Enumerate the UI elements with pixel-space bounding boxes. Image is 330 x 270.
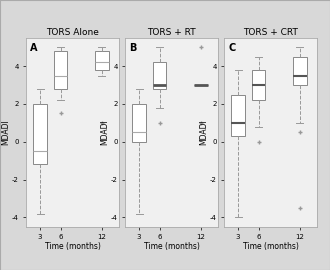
PathPatch shape bbox=[293, 57, 307, 85]
PathPatch shape bbox=[153, 62, 166, 89]
X-axis label: Time (months): Time (months) bbox=[243, 242, 299, 251]
Title: TORS + RT: TORS + RT bbox=[147, 28, 196, 37]
PathPatch shape bbox=[252, 70, 265, 100]
Text: C: C bbox=[228, 43, 235, 53]
PathPatch shape bbox=[33, 104, 47, 164]
Text: A: A bbox=[30, 43, 38, 53]
Y-axis label: MDADI: MDADI bbox=[101, 119, 110, 145]
X-axis label: Time (months): Time (months) bbox=[45, 242, 101, 251]
PathPatch shape bbox=[54, 51, 67, 89]
PathPatch shape bbox=[95, 51, 109, 70]
PathPatch shape bbox=[231, 94, 245, 136]
Y-axis label: MDADI: MDADI bbox=[200, 119, 209, 145]
PathPatch shape bbox=[132, 104, 146, 142]
Text: B: B bbox=[129, 43, 137, 53]
Title: TORS + CRT: TORS + CRT bbox=[243, 28, 298, 37]
X-axis label: Time (months): Time (months) bbox=[144, 242, 200, 251]
Title: TORS Alone: TORS Alone bbox=[46, 28, 99, 37]
Y-axis label: MDADI: MDADI bbox=[2, 119, 11, 145]
